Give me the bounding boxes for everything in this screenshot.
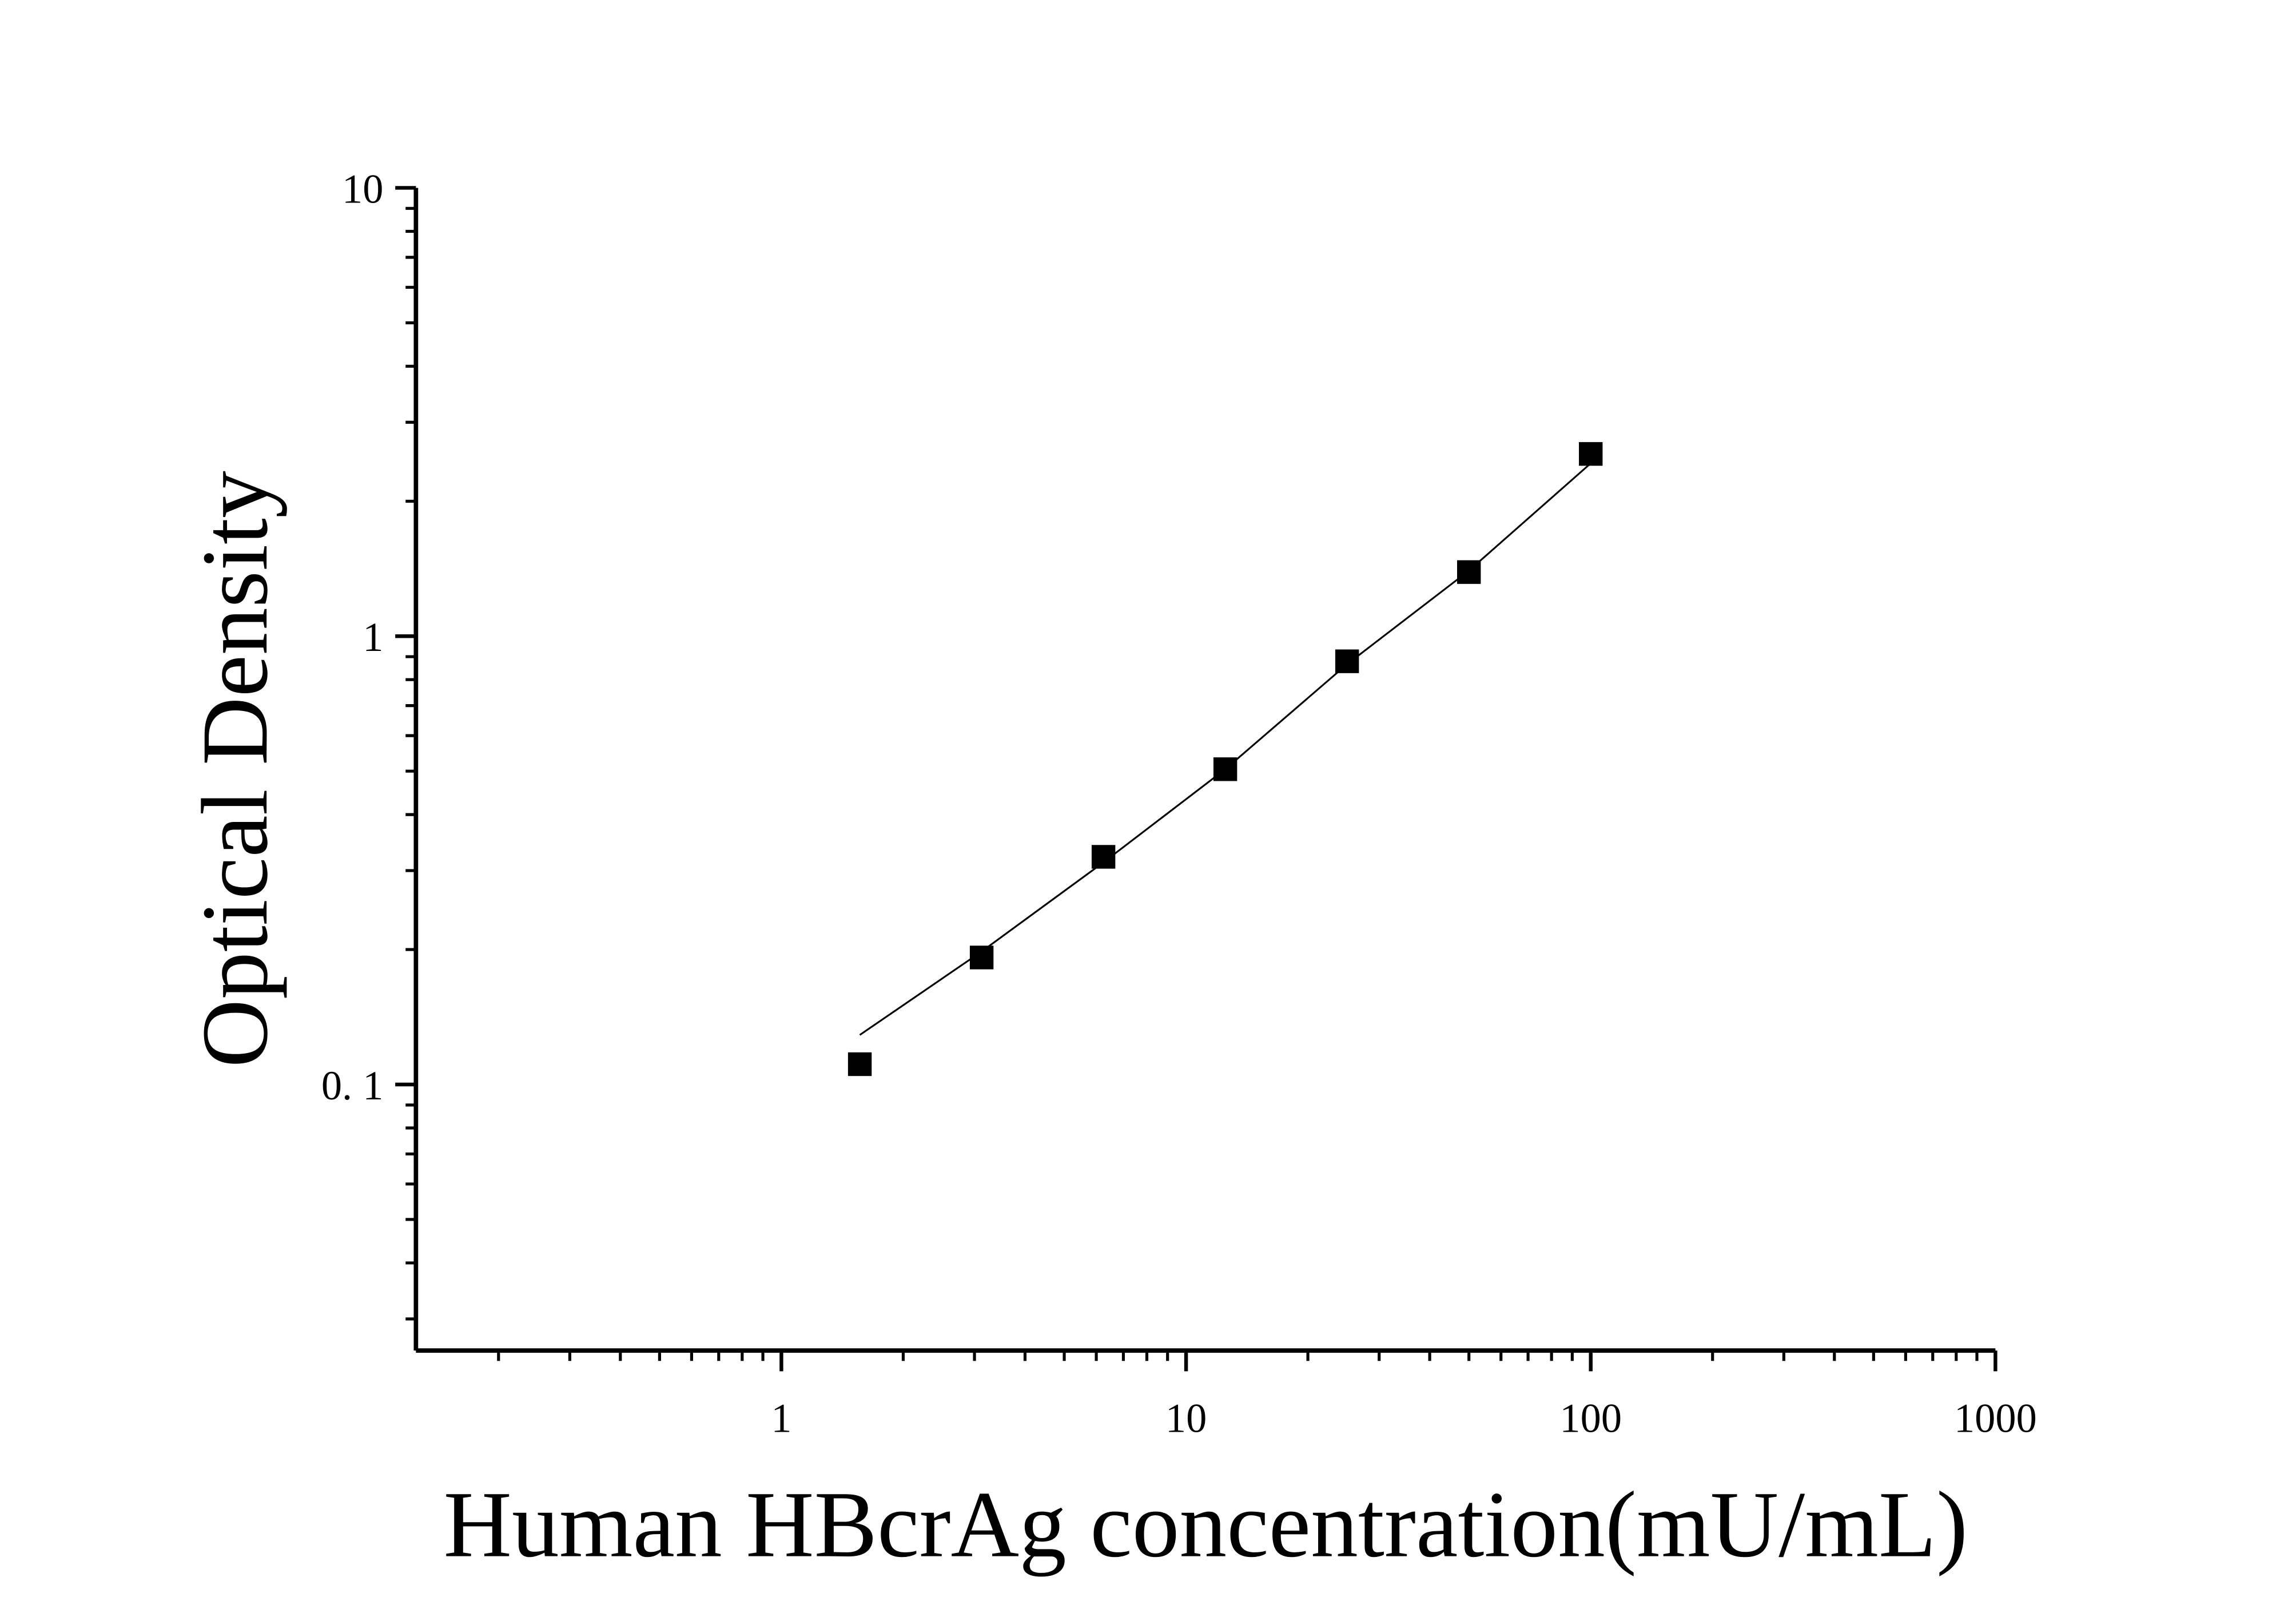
x-tick-label: 1000 [1954, 1395, 2037, 1441]
y-tick-label: 0. 1 [321, 1062, 384, 1109]
data-point [969, 945, 994, 970]
y-tick-label: 1 [363, 614, 383, 660]
data-point [847, 1052, 872, 1076]
data-point [1335, 649, 1359, 673]
x-tick-label: 100 [1559, 1395, 1622, 1441]
data-point [1091, 845, 1116, 869]
data-point [1579, 442, 1603, 466]
data-point [1457, 560, 1481, 584]
fit-curve [859, 462, 1591, 1036]
y-axis-label: Optical Density [182, 471, 287, 1068]
x-axis-label: Human HBcrAg concentration(mU/mL) [444, 1472, 1968, 1577]
y-tick-label: 10 [342, 165, 383, 212]
x-tick-label: 1 [771, 1395, 791, 1441]
data-point [1213, 757, 1237, 781]
x-tick-label: 10 [1165, 1395, 1207, 1441]
